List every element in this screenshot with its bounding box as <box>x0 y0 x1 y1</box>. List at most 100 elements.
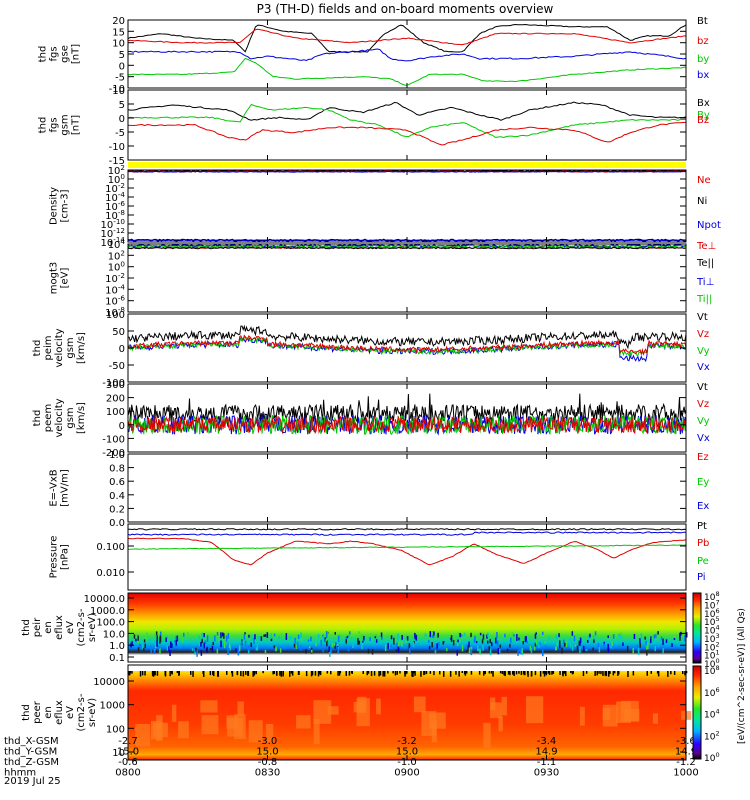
electron-speck <box>406 671 408 674</box>
ion-speck <box>253 637 255 645</box>
ion-spectrogram <box>128 593 686 662</box>
ion-speck <box>241 640 243 645</box>
electron-speck <box>169 671 171 677</box>
series-Pi <box>127 531 687 536</box>
ion-speck <box>496 640 499 644</box>
electron-speck <box>684 671 686 676</box>
ytick-label: -200 <box>102 448 125 459</box>
ion-speck <box>255 647 258 651</box>
colorbar-tick: 101 <box>704 649 720 662</box>
electron-speck <box>370 671 373 677</box>
ytick-label: -10 <box>109 142 125 153</box>
ytick-label: 50 <box>112 327 125 338</box>
footer-value: 15.0 <box>117 747 139 758</box>
series-Pe <box>127 544 687 550</box>
ion-speck <box>156 635 158 641</box>
electron-speck <box>139 671 142 677</box>
colorbar-lower <box>692 665 702 760</box>
ytick-label: -50 <box>109 361 125 372</box>
ion-speck <box>390 635 393 640</box>
ion-speck <box>279 648 282 653</box>
ion-speck <box>542 631 544 635</box>
ion-speck <box>479 632 482 636</box>
ytick-label: 0.010 <box>96 568 125 579</box>
electron-speck <box>667 671 669 677</box>
electron-patch <box>483 722 491 748</box>
ion-speck <box>357 638 359 645</box>
electron-speck <box>439 671 441 675</box>
ion-speck <box>156 640 158 647</box>
ion-speck <box>508 640 510 645</box>
series-Vt <box>127 393 687 424</box>
electron-speck <box>463 671 466 675</box>
electron-patch <box>296 715 311 729</box>
ylabel-line: [km/s] <box>76 402 87 434</box>
ion-speck <box>307 639 310 642</box>
ytick-label: 10 <box>112 86 125 97</box>
footer-value: 1000 <box>673 768 698 779</box>
ytick-label: 0 <box>119 344 125 355</box>
electron-speck <box>646 671 648 676</box>
ion-speck <box>131 641 133 646</box>
ylabel-line: fgs <box>49 117 60 132</box>
ytick-label: 100 <box>108 172 126 186</box>
ion-speck <box>653 634 656 639</box>
ylabel-line: peer <box>32 700 43 724</box>
ion-speck <box>431 642 433 648</box>
electron-speck <box>280 671 283 677</box>
footer-row-label: thd_Z-GSM <box>4 757 59 768</box>
electron-speck <box>279 671 281 676</box>
ion-speck <box>544 641 546 644</box>
ytick-label: 102 <box>108 163 125 177</box>
ytick-label: 10-6 <box>105 294 125 308</box>
ytick-label: 10-2 <box>105 271 125 285</box>
ion-speck <box>138 644 141 650</box>
ion-speck <box>579 641 581 646</box>
ion-speck <box>504 633 506 638</box>
electron-patch <box>248 720 263 743</box>
ylabel-line: [km/s] <box>76 332 87 364</box>
footer-row-label: thd_X-GSM <box>4 736 59 747</box>
legend-Vx: Vx <box>697 433 710 444</box>
ion-speck <box>681 638 683 641</box>
ion-speck <box>248 634 250 638</box>
ion-speck <box>203 642 205 649</box>
ion-speck <box>473 635 475 638</box>
ion-speck <box>216 632 219 636</box>
ytick-label: -15 <box>109 156 125 167</box>
ion-speck <box>558 633 560 638</box>
panel-3-frame <box>127 169 687 243</box>
ion-speck <box>329 650 331 657</box>
ion-speck <box>322 636 324 642</box>
ion-speck <box>424 633 427 637</box>
electron-speck <box>282 671 284 677</box>
electron-speck <box>565 671 567 677</box>
ion-speck <box>673 638 676 641</box>
electron-speck <box>596 671 598 676</box>
ion-speck <box>300 633 302 638</box>
ion-speck <box>559 645 561 649</box>
electron-speck <box>465 671 468 674</box>
electron-speck <box>488 671 491 674</box>
ion-speck <box>491 642 493 647</box>
footer-row-label: hhmm <box>4 768 36 779</box>
electron-speck <box>366 671 368 676</box>
ylabel-line: thd <box>38 117 49 134</box>
electron-speck <box>542 671 545 674</box>
ion-speck <box>457 639 459 643</box>
ion-speck <box>191 648 194 651</box>
ion-speck <box>592 647 594 651</box>
electron-speck <box>213 671 215 677</box>
ion-speck <box>632 647 634 654</box>
ytick-label: 10-14 <box>101 235 126 249</box>
footer-value: 15.0 <box>396 747 418 758</box>
ion-speck <box>345 638 347 644</box>
ion-speck <box>367 648 370 654</box>
footer-value: -1.2 <box>676 757 696 768</box>
electron-speck <box>272 671 274 675</box>
ytick-label: 10 <box>112 39 125 50</box>
electron-patch <box>327 706 339 715</box>
ytick-label: 0 <box>119 421 125 432</box>
ion-speck <box>470 649 473 656</box>
